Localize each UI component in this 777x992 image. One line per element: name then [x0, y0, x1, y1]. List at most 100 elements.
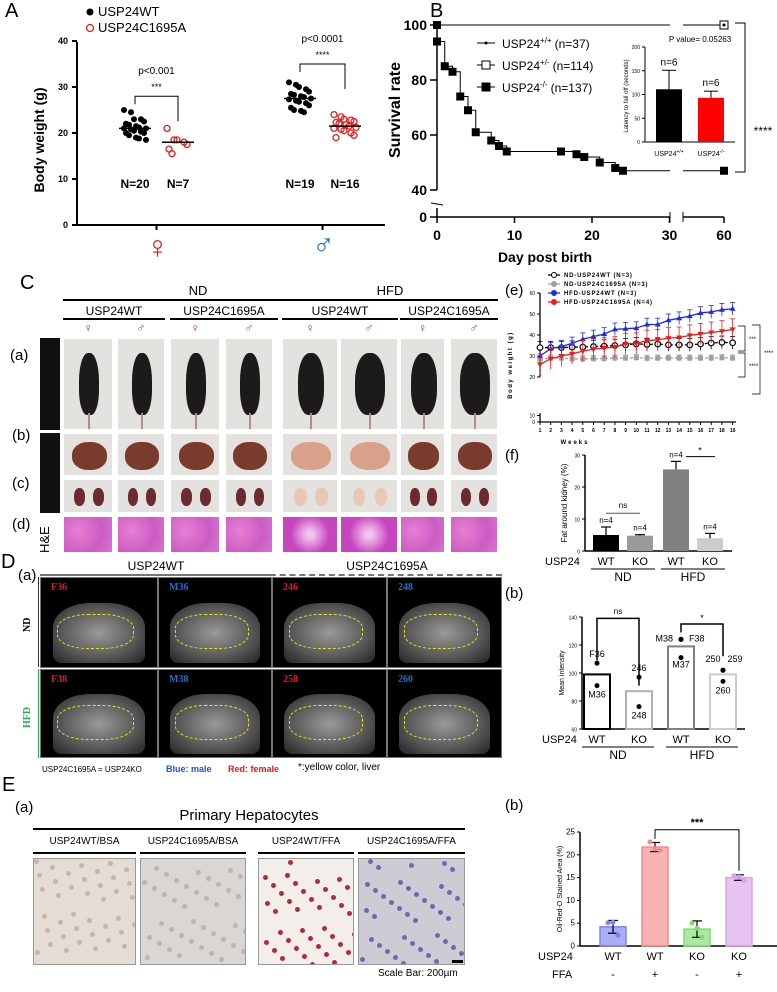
legend-label: HFD-USP24C1695A (N=4) — [564, 300, 653, 306]
mouse-id-tag: 248 — [398, 582, 413, 593]
cell-dot — [93, 946, 98, 951]
cell-dot — [278, 930, 283, 935]
group-label: HFD — [681, 570, 706, 584]
cell-dot — [324, 952, 329, 957]
x-tick-label: 6 — [592, 428, 595, 434]
kidney-photo — [225, 479, 273, 513]
data-point — [579, 336, 586, 342]
y-tick-label: 80 — [411, 72, 427, 88]
data-point-wt — [126, 132, 132, 139]
y-tick-label: 40 — [411, 182, 427, 198]
cell-dot — [142, 880, 147, 885]
data-point — [633, 341, 640, 347]
data-point-mut — [350, 131, 358, 139]
liver-photo — [400, 433, 445, 476]
data-point — [623, 355, 629, 361]
comparison-label: * — [698, 446, 702, 456]
divider — [282, 318, 398, 320]
sex-symbol: ♂ — [312, 229, 335, 262]
data-point — [537, 362, 543, 368]
mouse-tail — [422, 413, 425, 429]
cell-dot — [206, 876, 211, 881]
cell-dot — [401, 961, 406, 964]
y-tick-label: 100 — [404, 17, 428, 33]
he-stain-image — [225, 516, 273, 553]
data-point — [665, 317, 672, 323]
kidney — [315, 488, 328, 506]
data-point — [601, 330, 608, 336]
cell-dot — [209, 951, 214, 956]
mouse-tail — [249, 413, 251, 429]
cell-dot — [315, 879, 320, 884]
divider — [38, 577, 39, 667]
ruler — [40, 433, 60, 513]
data-point-wt — [291, 107, 297, 113]
data-point — [694, 925, 700, 931]
legend-label: USP24+/- (n=114) — [502, 58, 593, 73]
n-label: n=4 — [633, 524, 647, 533]
cell-dot — [127, 881, 132, 886]
cell-dot — [446, 916, 451, 921]
y-tick-label: 120 — [569, 644, 578, 650]
y-tick-label: 10 — [529, 414, 535, 420]
row-label-hfd: HFD — [22, 706, 33, 728]
x-tick-label: WT — [588, 734, 605, 746]
y-axis-label: Survival rate — [387, 62, 404, 158]
data-point-wt — [121, 107, 127, 113]
data-point — [647, 839, 653, 845]
data-point — [558, 354, 565, 359]
data-point — [633, 325, 640, 331]
data-point — [590, 333, 597, 339]
legend-name: USP24 — [502, 59, 540, 73]
cell-dot — [372, 914, 377, 919]
cell-dot — [159, 921, 164, 926]
ultrasound-image: F38 — [40, 669, 158, 758]
ruler — [40, 338, 60, 430]
cell-dot — [58, 920, 63, 925]
cell-dot — [263, 875, 268, 880]
data-point-wt — [286, 79, 292, 86]
y-tick-label: 10 — [574, 518, 580, 524]
cell-dot — [442, 861, 447, 866]
data-point — [633, 355, 639, 361]
ffa-label: - — [611, 969, 615, 981]
data-point-wt — [296, 98, 302, 105]
cell-dot — [111, 875, 116, 880]
cell-dot — [61, 934, 66, 939]
cell-dot — [365, 882, 370, 887]
x-tick-label: WT — [597, 556, 614, 568]
x-tick-label: WT — [604, 951, 621, 963]
bar — [627, 535, 653, 551]
legend-marker — [481, 82, 491, 92]
data-point-mut — [332, 133, 340, 142]
scale-bar — [452, 960, 463, 963]
kidney-photo — [63, 479, 113, 513]
liver — [125, 442, 159, 470]
data-point — [686, 313, 693, 319]
kidney-photo — [400, 479, 445, 513]
data-point-ko — [487, 136, 496, 145]
y-tick-label: 20 — [574, 486, 580, 492]
cell-dot — [345, 885, 350, 890]
data-point-wt — [286, 96, 292, 103]
y-axis-label: Oil-Red-O Stained Area (%) — [557, 846, 564, 932]
he-stain-image — [170, 516, 220, 553]
legend-n: (n=114) — [553, 59, 594, 73]
cell-dot — [42, 914, 47, 919]
cell-dot — [241, 949, 245, 954]
data-point — [708, 355, 714, 361]
data-point — [654, 321, 661, 327]
cell-dot — [196, 870, 201, 875]
cell-dot — [438, 910, 443, 915]
y-tick-label: 60 — [529, 291, 535, 297]
cell-dot — [435, 933, 440, 938]
cell-dot — [377, 943, 382, 948]
ultrasound-image: M38 — [158, 669, 272, 758]
divider — [38, 669, 39, 758]
n-label: N=16 — [330, 177, 359, 191]
point-label: M36 — [588, 690, 606, 700]
cell-dot — [199, 945, 204, 950]
data-point — [579, 349, 586, 355]
data-point — [676, 355, 682, 361]
